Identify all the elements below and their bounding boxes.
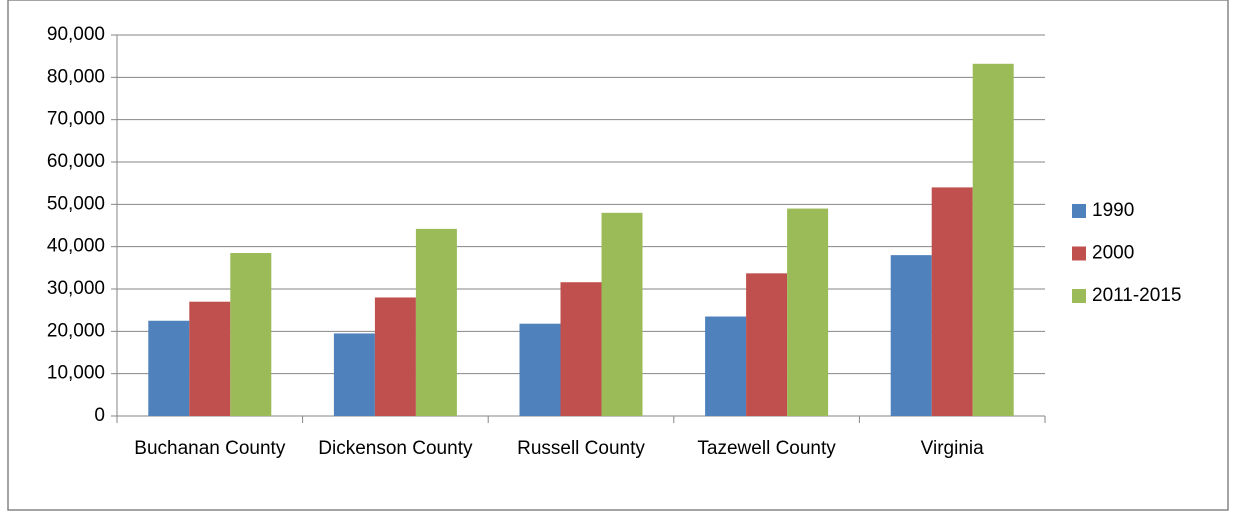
bar: [787, 208, 829, 416]
bar: [519, 323, 561, 416]
bar: [230, 253, 272, 416]
y-tick-label: 80,000: [47, 66, 105, 87]
x-tick-label: Virginia: [920, 438, 984, 459]
x-tick-label: Tazewell County: [697, 438, 836, 459]
y-tick-label: 10,000: [47, 363, 105, 384]
bar: [148, 320, 190, 416]
y-tick-label: 70,000: [47, 109, 105, 130]
bar: [890, 255, 932, 416]
legend-swatch: [1072, 289, 1086, 303]
y-tick-label: 60,000: [47, 151, 105, 172]
legend-label: 1990: [1092, 200, 1134, 221]
bar: [333, 333, 375, 416]
y-tick-label: 0: [94, 405, 105, 426]
bar: [705, 316, 747, 416]
legend-swatch: [1072, 204, 1086, 218]
legend-swatch: [1072, 246, 1086, 261]
y-tick-label: 50,000: [47, 193, 105, 214]
bar: [415, 228, 457, 416]
bar: [374, 297, 416, 416]
legend-label: 2000: [1092, 243, 1134, 264]
y-tick-label: 90,000: [47, 24, 105, 45]
legend-label: 2011-2015: [1092, 285, 1181, 306]
bar: [601, 212, 643, 416]
x-tick-label: Russell County: [517, 438, 645, 459]
y-tick-label: 20,000: [47, 320, 105, 341]
y-tick-label: 30,000: [47, 278, 105, 299]
bar: [972, 63, 1014, 416]
chart-border: [7, 0, 1229, 511]
bar: [560, 282, 602, 416]
x-tick-label: Dickenson County: [318, 438, 473, 459]
x-tick-label: Buchanan County: [134, 438, 286, 459]
bar: [189, 301, 231, 416]
bar: [746, 273, 788, 416]
y-tick-label: 40,000: [47, 236, 105, 257]
bar: [931, 187, 973, 416]
